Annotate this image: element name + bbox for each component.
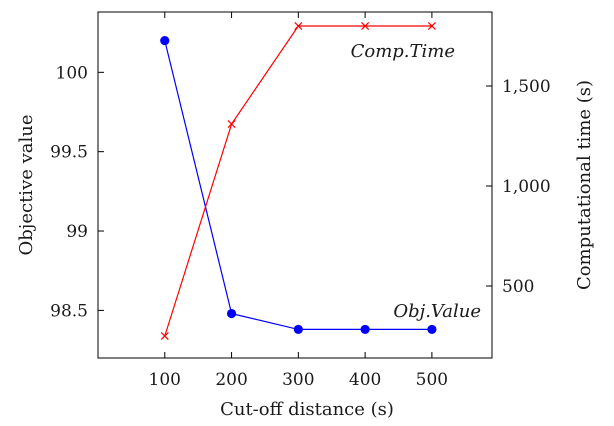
obj-value-data-point: [160, 35, 170, 46]
right-y-tick-label: 500: [502, 277, 534, 297]
x-tick-label: 500: [416, 370, 448, 390]
obj-value-annotation: Obj.Value: [393, 301, 481, 322]
comp-time-data-point: [361, 21, 370, 31]
x-tick-label: 300: [282, 370, 314, 390]
left-y-tick-label: 99.5: [50, 143, 88, 163]
comp-time-series-line: [164, 25, 432, 337]
comp-time-data-point: [227, 119, 236, 129]
obj-value-data-point: [293, 324, 303, 335]
left-y-tick-label: 100: [56, 63, 88, 83]
obj-value-series-line: [164, 40, 432, 330]
x-tick-label: 100: [149, 370, 181, 390]
comp-time-data-point: [294, 21, 303, 31]
left-axis-title: Objective value: [16, 114, 37, 255]
comp-time-data-point: [427, 21, 436, 31]
x-tick-label: 400: [349, 370, 381, 390]
x-axis-title: Cut-off distance (s): [220, 399, 394, 420]
series-layer: [160, 21, 437, 341]
right-axis-title: Computational time (s): [574, 80, 595, 290]
obj-value-data-point: [360, 324, 370, 335]
ticks-layer: [98, 12, 492, 358]
labels-layer: 100 200 300 400 500 98.5 99 99.5 100 500 1,000 1,50…: [50, 63, 551, 390]
comp-time-annotation: Comp.Time: [351, 41, 455, 62]
left-y-tick-label: 99: [66, 222, 88, 242]
obj-value-data-point: [427, 324, 437, 335]
obj-value-data-point: [226, 308, 237, 319]
plot-frame: [97, 11, 493, 359]
right-y-tick-label: 1,000: [502, 177, 551, 197]
right-y-tick-label: 1,500: [502, 77, 551, 97]
comp-time-data-point: [160, 331, 169, 341]
left-y-tick-label: 98.5: [50, 301, 88, 321]
x-tick-label: 200: [215, 370, 247, 390]
